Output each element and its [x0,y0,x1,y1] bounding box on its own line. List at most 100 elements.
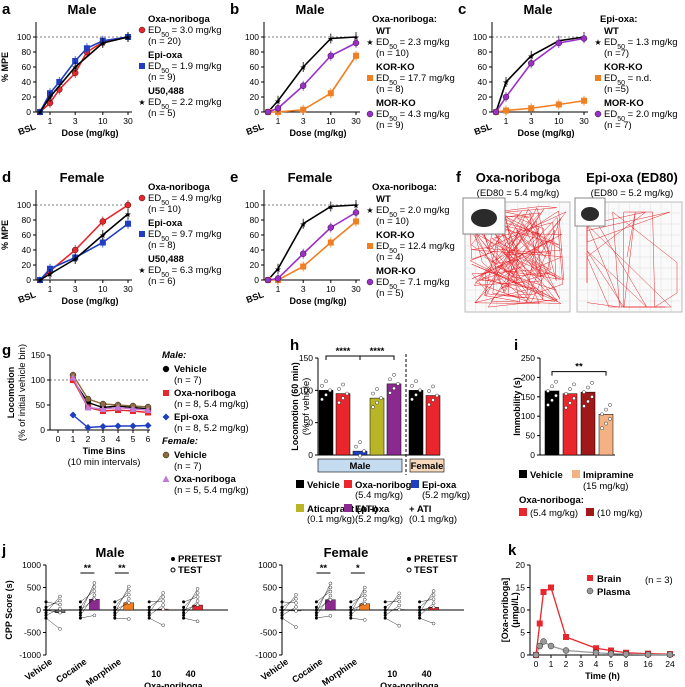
bar-0 [318,390,334,456]
y-axis-label: % MPE [0,52,10,82]
y-axis-label: Immobility (s) [512,377,522,436]
y-tick-label: 20 [22,260,32,270]
test-dot [397,607,401,612]
legend-marker-0: ★ [366,38,373,47]
paired-line [114,590,129,608]
legend-n-1: (n = 8) [376,84,404,95]
x-tick-label: 3 [301,284,306,294]
legend-n-2: (n = 5) [376,288,404,299]
y-tick-label: 100 [17,200,31,210]
pretest-dot [182,611,186,615]
paired-line [281,609,297,612]
legend-ed50-2: ED50 = 2.0 mg/kg [604,109,678,123]
bar-dot [320,384,324,388]
legend-swatch-3 [519,508,527,516]
legend-swatch-4 [586,508,594,516]
pretest-dot [418,616,422,620]
legend-ed50-0: ED50 = 2.3 mg/kg [376,37,450,51]
mouse-icon-1 [581,207,599,221]
legend-ed50-0: ED50 = 2.0 mg/kg [376,205,450,219]
test-dot [363,597,367,602]
bsl-label: BSL [245,289,266,305]
data-point [555,101,562,108]
series-line-1 [495,99,585,113]
legend-title: Oxa-noriboga: [372,182,437,193]
y-tick-label: 100 [473,32,487,42]
data-point: ★ [99,231,106,240]
pretest-dot [418,608,422,612]
x-tick-label: 10 [554,116,564,126]
test-dot [58,606,62,611]
x-tick-label: 5 [609,659,614,669]
legend-name-1: Plasma [597,587,631,598]
test-dot [58,602,62,607]
data-point [99,423,107,430]
data-point [327,239,334,246]
y-tick-label: 80 [250,215,260,225]
x-axis-label: Dose (mg/kg) [289,296,346,306]
pretest-dot [44,608,48,612]
legend-name-0: WT [604,26,619,37]
data-point [71,246,79,254]
pretest-dot [349,605,353,609]
track-sub-left: (ED80 = 5.4 mg/kg) [477,188,560,199]
bar-dot [435,393,439,398]
data-point [622,650,630,658]
pretest-dot [280,605,284,609]
bar-dot [427,389,431,393]
track-title-left: Oxa-noriboga [476,170,561,185]
test-dot [195,587,200,591]
test-dot [397,599,401,604]
legend-name-1: KOR-KO [376,62,415,73]
paired-line [45,608,61,616]
group-box-male [317,458,403,473]
paired-line [183,596,198,603]
test-dot [294,605,298,609]
pretest-dot [349,613,353,617]
test-dot [397,624,401,628]
y-tick-label: 0 [26,275,31,285]
test-dot [363,589,367,594]
legend-sub-2: (5.2 mg/kg) [422,490,470,501]
panel-title-a: Male [68,2,97,17]
bar-dot [550,398,554,403]
legend-name-2: Epi-oxa [174,412,209,423]
sig-label-2: **** [370,346,385,357]
pretest-dot [418,611,422,615]
data-point [327,52,335,59]
legend-marker-1 [139,231,145,237]
bar-dot [341,382,345,387]
y-tick-label: 60 [250,230,260,240]
data-point [47,265,53,272]
pretest-dot [44,613,48,617]
data-point [84,404,92,411]
panel-j-female: Female -1000 -500 0 500 1000 Vehicle ** Cocaine *… [255,545,464,687]
bar-dot [568,387,572,391]
paired-line [281,601,297,603]
y-tick-label: 0 [40,425,45,435]
legend-n-2: (n = 8, 5.2 mg/kg) [174,423,249,434]
test-dot [363,585,367,590]
legend-test-marker [170,567,176,573]
bar-dot [572,396,576,401]
x-tick-label: 1 [48,116,53,126]
paired-line [149,604,164,616]
data-point [540,589,547,595]
data-point [114,404,122,411]
panel-label-b: b [230,1,239,18]
x-tick-label: 30 [579,116,589,126]
paired-line [350,587,365,613]
bar-dot [414,393,418,397]
group-label-1: Cocaine [54,656,88,684]
data-point [99,405,107,412]
data-point [327,90,334,97]
test-dot [161,599,165,603]
y-tick-label: 40 [478,77,488,87]
test-dot [328,581,333,586]
test-dot [397,591,401,596]
y-tick-label: 0 [36,605,41,615]
pretest-dot [349,600,353,604]
pretest-dot [147,616,151,620]
panel-c: c Male 0 20 40 60 80 100 1 3 10 30 BSL Dose (mg/kg) ★ ★… [458,1,678,138]
pretest-dot [418,600,422,604]
